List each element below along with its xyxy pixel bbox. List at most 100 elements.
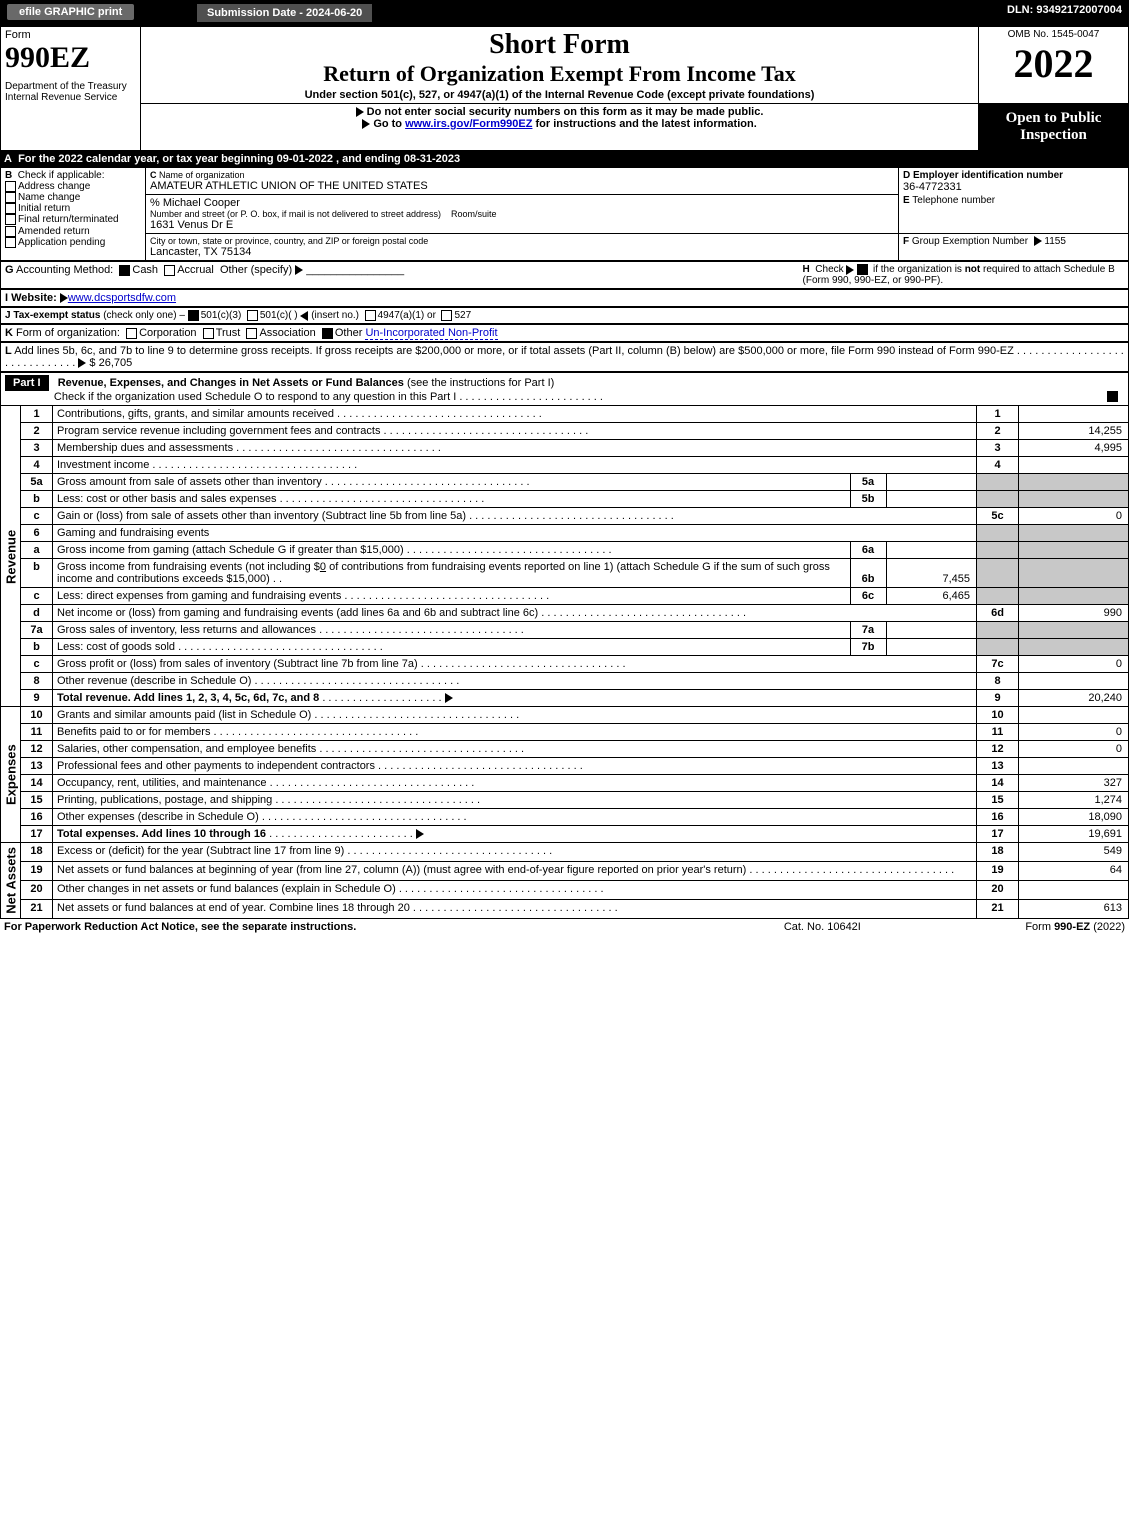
amt18: 549 [1019,843,1129,862]
h-not: not [965,264,981,275]
org-name: AMATEUR ATHLETIC UNION OF THE UNITED STA… [150,180,894,192]
arrow-icon [846,265,854,275]
b-label: Check if applicable: [18,170,105,181]
opt-name: Name change [18,192,80,203]
line6: Gaming and fundraising events [53,525,977,542]
amt15: 1,274 [1019,792,1129,809]
j-501c3: 501(c)(3) [201,310,242,321]
line6a: Gross income from gaming (attach Schedul… [53,542,850,558]
cb-assoc[interactable] [246,328,257,339]
amt9: 20,240 [1019,690,1129,707]
arrow-left-icon [300,311,308,321]
short-form: Short Form [145,29,974,61]
line2: Program service revenue including govern… [53,423,977,440]
l-text: Add lines 5b, 6c, and 7b to line 9 to de… [14,345,1014,357]
cb-other[interactable] [322,328,333,339]
group-exemption: 1155 [1044,236,1066,247]
amt21: 613 [1019,900,1129,919]
revenue-side: Revenue [1,406,21,707]
k-label: Form of organization: [16,327,120,339]
cb-accrual[interactable] [164,265,175,276]
dept2: Internal Revenue Service [5,92,136,103]
form-label: Form [5,29,136,41]
k-corp: Corporation [139,327,196,339]
cb-final[interactable] [5,214,16,225]
footer-right-pre: Form [1025,921,1054,933]
sub5b [886,491,976,507]
incare: % Michael Cooper [150,197,894,209]
line16: Other expenses (describe in Schedule O) [53,809,977,826]
sub7b [886,639,976,655]
cb-initial[interactable] [5,203,16,214]
arrow-icon [362,119,370,129]
amt19: 64 [1019,862,1129,881]
e-label: Telephone number [912,195,995,206]
d-label: Employer identification number [913,170,1063,181]
opt-initial: Initial return [18,203,70,214]
part-i-table: Revenue 1Contributions, gifts, grants, a… [0,405,1129,919]
line6c: Less: direct expenses from gaming and fu… [53,588,850,604]
j-sub: (check only one) ‒ [103,310,185,321]
street: 1631 Venus Dr E [150,219,894,231]
part-i-label: Part I [5,375,49,391]
amt3: 4,995 [1019,440,1129,457]
sub6b: 7,455 [886,559,976,587]
arrow-icon [60,293,68,303]
cb-501c[interactable] [247,310,258,321]
arrow-icon [416,829,424,839]
dln: DLN: 93492172007004 [899,1,1129,26]
line9: Total revenue. Add lines 1, 2, 3, 4, 5c,… [57,692,319,704]
line5a: Gross amount from sale of assets other t… [53,474,850,490]
topbar: efile GRAPHIC print Submission Date - 20… [0,0,1129,26]
line10: Grants and similar amounts paid (list in… [53,707,977,724]
cb-scho[interactable] [1107,391,1118,402]
footer: For Paperwork Reduction Act Notice, see … [0,919,1129,935]
cb-501c3[interactable] [188,310,199,321]
c-label: Name of organization [159,170,245,180]
amt1 [1019,406,1129,423]
opt-amended: Amended return [18,226,90,237]
cb-corp[interactable] [126,328,137,339]
open-to-public: Open to Public Inspection [979,104,1129,151]
note2-pre: Go to [373,118,405,130]
footer-left: For Paperwork Reduction Act Notice, see … [4,921,356,933]
j-label: Tax-exempt status [13,310,100,321]
part-i-title: Revenue, Expenses, and Changes in Net As… [58,377,404,389]
dept1: Department of the Treasury [5,81,136,92]
h-text2: if the organization is [870,264,965,275]
line20: Other changes in net assets or fund bala… [53,881,977,900]
netassets-side: Net Assets [1,843,21,919]
amt10 [1019,707,1129,724]
arrow-icon [78,358,86,368]
footer-form: 990-EZ [1054,921,1090,933]
cb-address[interactable] [5,181,16,192]
sub6c: 6,465 [886,588,976,604]
amt6d: 990 [1019,605,1129,622]
subtitle: Under section 501(c), 527, or 4947(a)(1)… [145,89,974,101]
cb-cash[interactable] [119,265,130,276]
cb-527[interactable] [441,310,452,321]
form-header: Form 990EZ Department of the Treasury In… [0,26,1129,151]
k-assoc: Association [259,327,315,339]
footer-right-post: (2022) [1090,921,1125,933]
efile-btn[interactable]: efile GRAPHIC print [7,4,134,20]
cb-amended[interactable] [5,226,16,237]
note1: Do not enter social security numbers on … [367,106,764,118]
arrow-icon [356,107,364,117]
submission-date: Submission Date - 2024-06-20 [197,4,372,22]
amt5c: 0 [1019,508,1129,525]
website-link[interactable]: www.dcsportsdfw.com [68,292,176,304]
ein: 36-4772331 [903,181,1124,193]
cb-h[interactable] [857,264,868,275]
j-501c: 501(c)( ) [260,310,298,321]
cb-trust[interactable] [203,328,214,339]
sub5a [886,474,976,490]
cb-pending[interactable] [5,237,16,248]
section-a: A For the 2022 calendar year, or tax yea… [0,151,1129,167]
cb-4947[interactable] [365,310,376,321]
irs-link[interactable]: www.irs.gov/Form990EZ [405,118,532,130]
line17: Total expenses. Add lines 10 through 16 [57,828,266,840]
amt11: 0 [1019,724,1129,741]
line13: Professional fees and other payments to … [53,758,977,775]
cb-name[interactable] [5,192,16,203]
